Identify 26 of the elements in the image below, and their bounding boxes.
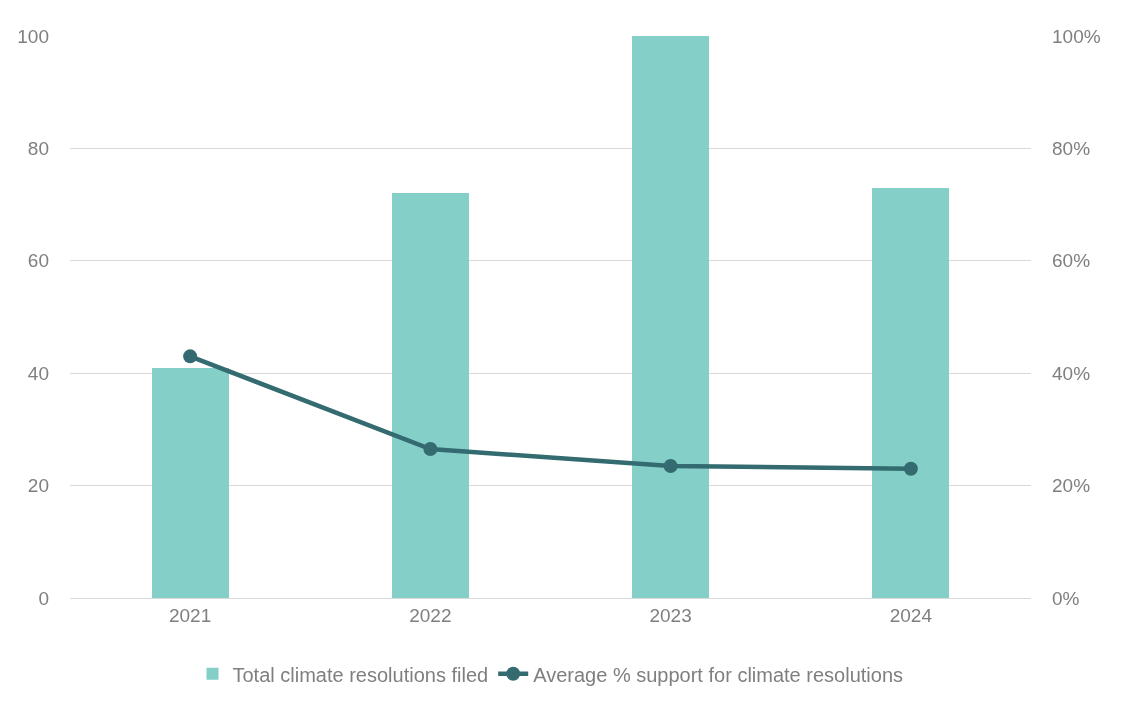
bar [872,188,949,598]
point [423,442,438,457]
y2-tick-label: 60% [1052,250,1091,272]
y-tick-label: 40 [27,362,49,384]
bar [632,36,709,598]
y-tick-label: 60 [27,250,49,272]
x-tick-label: 2022 [409,604,452,626]
y2-tick-label: 100% [1052,25,1101,47]
y2-tick-label: 80% [1052,138,1091,160]
point [903,461,918,476]
y-tick-label: 80 [27,138,49,160]
point [183,349,198,364]
x-tick-label: 2024 [889,604,933,626]
y2-tick-label: 20% [1052,475,1091,497]
y-tick-label: 100 [17,25,49,47]
bar [392,193,469,598]
legend-label: Average % support for climate resolutions [533,663,904,686]
x-tick-label: 2021 [168,604,212,626]
bar [152,368,229,598]
y-tick-label: 20 [27,475,49,497]
point [663,458,678,473]
y2-tick-label: 0% [1052,587,1080,609]
legend-label: Total climate resolutions filed [232,663,489,686]
y-tick-label: 0 [38,587,49,609]
y2-tick-label: 40% [1052,362,1091,384]
x-tick-label: 2023 [649,604,692,626]
